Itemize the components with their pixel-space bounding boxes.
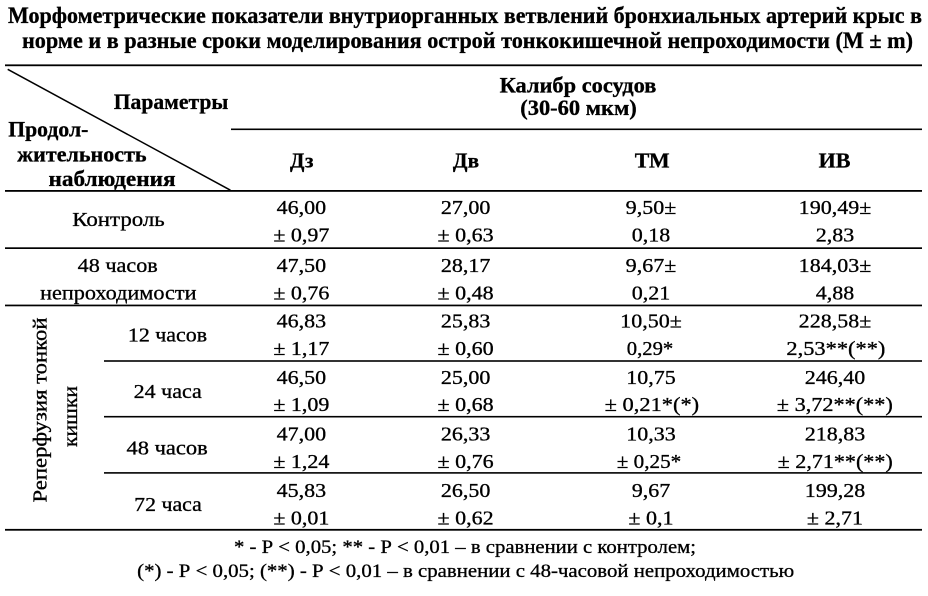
svg-text:4,88: 4,88 <box>816 282 855 304</box>
svg-text:Продол-: Продол- <box>8 117 88 142</box>
svg-text:± 0,01: ± 0,01 <box>273 508 329 530</box>
svg-text:± 0,25*: ± 0,25* <box>617 451 682 473</box>
svg-text:199,28: 199,28 <box>805 480 866 502</box>
svg-text:190,49±: 190,49± <box>799 197 872 219</box>
svg-text:0,21: 0,21 <box>632 282 671 304</box>
svg-text:кишки: кишки <box>60 386 82 447</box>
svg-text:± 0,21*(*): ± 0,21*(*) <box>605 394 700 416</box>
svg-text:± 0,1: ± 0,1 <box>628 508 673 530</box>
svg-text:10,33: 10,33 <box>626 423 676 445</box>
svg-text:ИВ: ИВ <box>819 148 851 172</box>
svg-text:± 0,48: ± 0,48 <box>438 282 494 304</box>
svg-text:10,50±: 10,50± <box>620 311 682 333</box>
svg-text:46,00: 46,00 <box>277 197 327 219</box>
svg-text:48 часов: 48 часов <box>78 255 158 277</box>
svg-text:норме и в разные сроки моделир: норме и в разные сроки моделирования ост… <box>22 28 913 53</box>
svg-text:48 часов: 48 часов <box>127 437 208 459</box>
svg-text:228,58±: 228,58± <box>799 311 872 333</box>
svg-text:± 0,63: ± 0,63 <box>438 225 494 247</box>
svg-text:45,83: 45,83 <box>277 480 327 502</box>
svg-text:25,83: 25,83 <box>441 311 491 333</box>
svg-text:(*) - Р < 0,05; (**) - Р < 0,0: (*) - Р < 0,05; (**) - Р < 0,01 – в срав… <box>137 561 794 582</box>
svg-text:Калибр сосудов: Калибр сосудов <box>500 73 657 98</box>
svg-text:25,00: 25,00 <box>441 367 491 389</box>
svg-text:9,67: 9,67 <box>632 480 671 502</box>
svg-text:218,83: 218,83 <box>805 423 866 445</box>
svg-text:± 3,72**(**): ± 3,72**(**) <box>777 394 893 416</box>
svg-text:0,18: 0,18 <box>632 225 671 247</box>
svg-text:Дв: Дв <box>453 148 479 172</box>
svg-text:2,53**(**): 2,53**(**) <box>786 338 885 360</box>
svg-text:9,50±: 9,50± <box>626 197 677 219</box>
svg-text:Параметры: Параметры <box>114 89 229 114</box>
svg-text:Дз: Дз <box>290 148 314 172</box>
svg-text:± 1,17: ± 1,17 <box>273 338 329 360</box>
svg-text:± 0,97: ± 0,97 <box>273 225 329 247</box>
svg-text:27,00: 27,00 <box>441 197 491 219</box>
svg-text:24 часа: 24 часа <box>134 381 202 403</box>
svg-text:26,50: 26,50 <box>441 480 491 502</box>
svg-text:± 0,62: ± 0,62 <box>438 508 494 530</box>
svg-text:ТМ: ТМ <box>635 148 670 172</box>
svg-text:0,29*: 0,29* <box>627 338 674 360</box>
svg-text:Реперфузия тонкой: Реперфузия тонкой <box>30 317 52 502</box>
svg-text:46,83: 46,83 <box>277 311 327 333</box>
svg-text:72 часа: 72 часа <box>134 494 202 516</box>
svg-text:26,33: 26,33 <box>441 423 491 445</box>
svg-text:(30-60 мкм): (30-60 мкм) <box>520 95 637 120</box>
svg-text:47,00: 47,00 <box>277 423 327 445</box>
svg-text:246,40: 246,40 <box>805 367 866 389</box>
svg-text:9,67±: 9,67± <box>626 255 677 277</box>
svg-text:47,50: 47,50 <box>277 255 327 277</box>
svg-text:Контроль: Контроль <box>72 209 165 231</box>
svg-text:± 0,76: ± 0,76 <box>273 282 329 304</box>
svg-text:± 2,71**(**): ± 2,71**(**) <box>778 451 893 473</box>
svg-text:± 0,76: ± 0,76 <box>438 451 494 473</box>
svg-text:жительность: жительность <box>17 141 147 166</box>
svg-text:± 0,60: ± 0,60 <box>438 338 494 360</box>
svg-text:184,03±: 184,03± <box>799 255 872 277</box>
svg-text:2,83: 2,83 <box>816 225 855 247</box>
svg-text:46,50: 46,50 <box>277 367 327 389</box>
svg-text:* - Р < 0,05; ** - Р < 0,01 –: * - Р < 0,05; ** - Р < 0,01 – в сравнени… <box>234 537 696 558</box>
svg-text:Морфометрические показатели вн: Морфометрические показатели внутриорганн… <box>8 3 922 28</box>
svg-text:непроходимости: непроходимости <box>40 282 197 304</box>
svg-text:± 2,71: ± 2,71 <box>807 508 863 530</box>
svg-text:± 0,68: ± 0,68 <box>438 394 494 416</box>
svg-text:± 1,24: ± 1,24 <box>273 451 329 473</box>
svg-text:12 часов: 12 часов <box>128 324 207 346</box>
svg-text:± 1,09: ± 1,09 <box>273 394 329 416</box>
svg-text:28,17: 28,17 <box>441 255 491 277</box>
svg-text:10,75: 10,75 <box>626 367 676 389</box>
svg-text:наблюдения: наблюдения <box>49 166 176 191</box>
